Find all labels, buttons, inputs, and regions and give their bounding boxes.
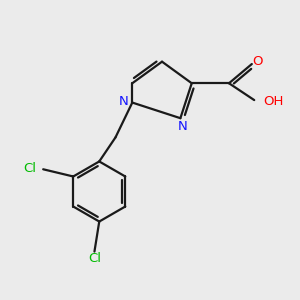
Text: N: N bbox=[178, 119, 188, 133]
Text: Cl: Cl bbox=[88, 252, 101, 265]
Text: O: O bbox=[253, 55, 263, 68]
Text: Cl: Cl bbox=[23, 162, 36, 175]
Text: N: N bbox=[119, 95, 129, 109]
Text: OH: OH bbox=[263, 95, 284, 108]
